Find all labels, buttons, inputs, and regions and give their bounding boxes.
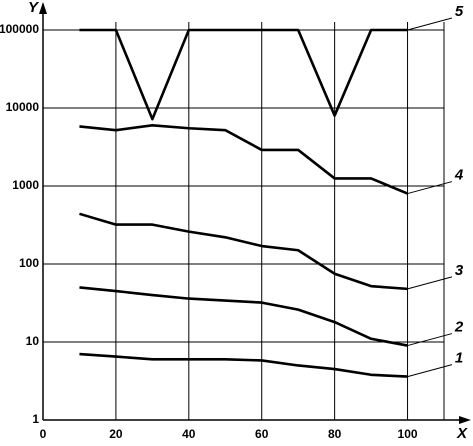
leader-line	[407, 17, 453, 31]
x-tick-label: 80	[328, 427, 342, 441]
y-tick-label: 100	[19, 256, 39, 270]
x-tick-label: 20	[109, 427, 123, 441]
leader-line	[407, 181, 453, 195]
series-line	[79, 212, 408, 291]
y-axis-label: Y	[28, 0, 40, 16]
series-label: 1	[455, 350, 463, 367]
series-line	[79, 28, 408, 121]
series-label: 2	[454, 319, 464, 336]
y-tick-label: 100000	[0, 22, 39, 36]
series-label: 3	[455, 262, 464, 279]
series-line	[79, 286, 408, 347]
y-tick-label: 1000	[12, 178, 39, 192]
x-tick-label: 0	[40, 427, 47, 441]
leader-line	[407, 333, 453, 347]
series-label: 4	[454, 167, 464, 184]
x-tick-label: 100	[398, 427, 418, 441]
series-line	[79, 124, 409, 195]
y-axis-arrow	[39, 2, 47, 14]
x-axis-arrow	[459, 416, 471, 424]
leader-line	[407, 276, 453, 290]
x-tick-label: 60	[255, 427, 269, 441]
x-axis-label: X	[456, 425, 468, 442]
x-tick-label: 40	[182, 427, 196, 441]
leader-line	[407, 364, 453, 378]
series-line	[79, 352, 408, 378]
series-label: 5	[455, 3, 464, 20]
y-tick-label: 10	[26, 334, 40, 348]
y-tick-label: 10000	[6, 100, 40, 114]
y-tick-label: 1	[32, 412, 39, 426]
